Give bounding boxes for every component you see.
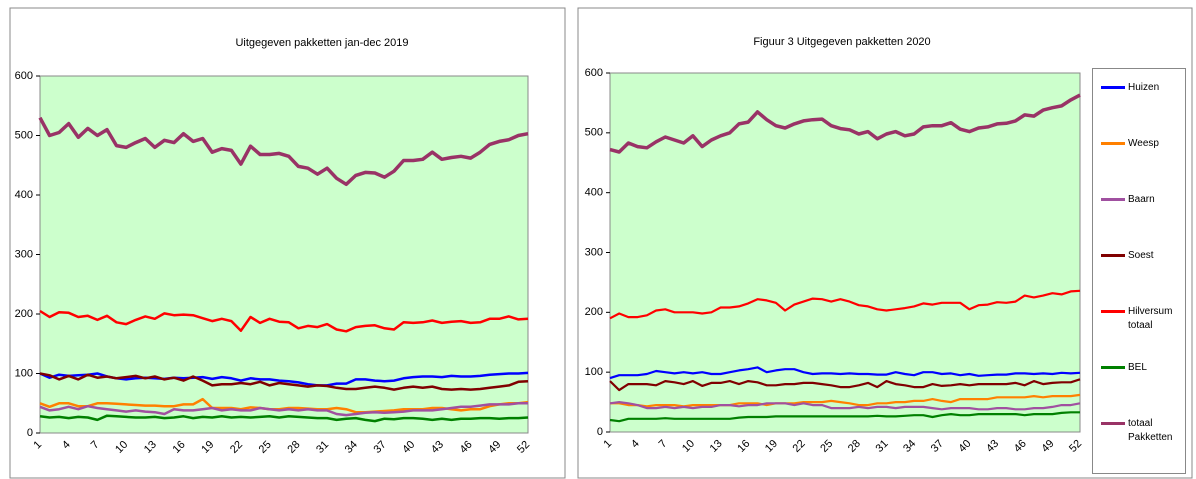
legend-swatch	[1101, 86, 1125, 89]
legend-label: Weesp	[1128, 138, 1159, 149]
legend-label: totaal Pakketten	[1128, 418, 1173, 443]
y-tick-label: 300	[15, 248, 33, 260]
y-tick-label: 500	[585, 127, 603, 139]
y-tick-label: 0	[597, 426, 603, 438]
series-line	[39, 414, 529, 423]
legend: Huizen Weesp Baarn Soest Hilversum totaal BEL…	[1092, 68, 1186, 474]
series-line	[609, 378, 1081, 392]
legend-label: Baarn	[1128, 194, 1155, 205]
y-tick-label: 200	[15, 308, 33, 320]
y-tick-label: 200	[585, 306, 603, 318]
chart-title: Figuur 3 Uitgegeven pakketten 2020	[753, 36, 930, 48]
y-tick-label: 100	[585, 366, 603, 378]
y-tick-label: 400	[585, 187, 603, 199]
series-line	[39, 309, 529, 333]
series-line	[38, 116, 529, 187]
series-line	[609, 401, 1081, 411]
legend-label: Hilversum totaal	[1128, 306, 1173, 331]
legend-label: BEL	[1128, 362, 1147, 373]
legend-swatch	[1101, 254, 1125, 257]
y-tick-label: 0	[27, 427, 33, 439]
series-line	[610, 393, 1081, 408]
legend-swatch	[1101, 422, 1125, 425]
legend-entry: Huizen	[1101, 81, 1183, 95]
y-tick-label: 100	[15, 367, 33, 379]
legend-entry: Weesp	[1101, 137, 1183, 151]
series-line	[609, 411, 1080, 423]
legend-swatch	[1101, 142, 1125, 145]
series-line	[609, 289, 1081, 320]
legend-swatch	[1101, 198, 1125, 201]
y-tick-label: 500	[15, 129, 33, 141]
legend-entry: Soest	[1101, 249, 1183, 263]
legend-entry: Baarn	[1101, 193, 1183, 207]
y-tick-label: 600	[15, 70, 33, 82]
y-tick-label: 600	[585, 67, 603, 79]
legend-label: Huizen	[1128, 82, 1160, 93]
y-tick-label: 300	[585, 246, 603, 258]
y-tick-label: 400	[15, 189, 33, 201]
chart-title: Uitgegeven pakketten jan-dec 2019	[235, 37, 408, 49]
plot-area	[39, 75, 529, 434]
series-line	[609, 366, 1081, 380]
legend-entry: totaal Pakketten	[1101, 417, 1183, 445]
legend-entry: Hilversum totaal	[1101, 305, 1183, 333]
series-line	[39, 402, 528, 417]
legend-swatch	[1101, 366, 1125, 369]
legend-label: Soest	[1128, 250, 1154, 261]
series-line	[39, 372, 529, 391]
legend-entry: BEL	[1101, 361, 1183, 375]
series-line	[609, 93, 1081, 154]
plot-area	[609, 72, 1081, 433]
legend-swatch	[1101, 310, 1125, 313]
